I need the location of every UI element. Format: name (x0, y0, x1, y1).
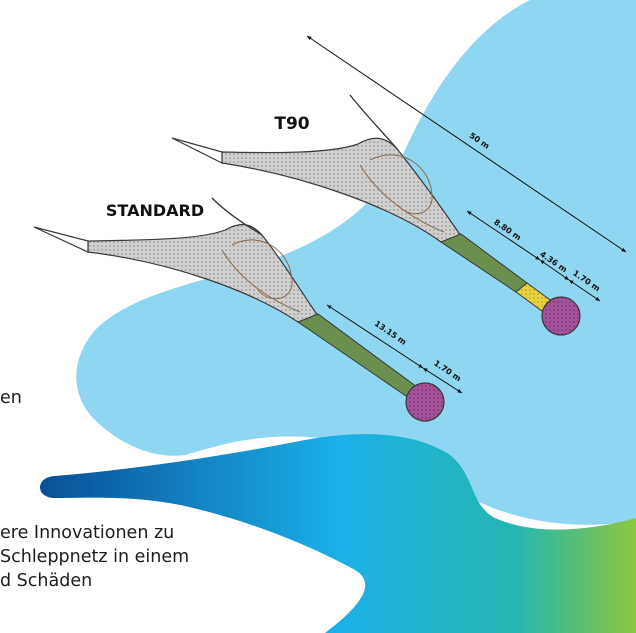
standard-headline (211, 197, 263, 236)
standard-label: STANDARD (106, 201, 204, 220)
t90-extension-line (466, 210, 541, 261)
t90-total-line (306, 35, 627, 253)
standard-codend (405, 382, 445, 422)
standard-wing-tip (33, 226, 89, 253)
standard-codend-line (422, 367, 463, 394)
t90-mesh-line (539, 259, 570, 281)
paragraph-line-2: Schleppnetz in einem (0, 547, 190, 567)
standard-net-curve-2 (221, 249, 301, 313)
body-paragraph: ere Innovationen zu Schleppnetz in einem… (0, 521, 189, 593)
t90-label: T90 (274, 114, 309, 134)
dimension-lines (306, 35, 627, 394)
standard-net-body (87, 224, 319, 323)
paragraph-line-1: ere Innovationen zu (0, 523, 175, 543)
paragraph-line-3: d Schäden (0, 571, 93, 591)
text-fragment: en (0, 388, 22, 408)
wave-ribbon (40, 434, 636, 633)
t90-wing-tip (171, 137, 223, 164)
t90-codend (541, 296, 581, 336)
t90-codend-line (568, 279, 601, 302)
standard-extension-line (326, 304, 424, 369)
